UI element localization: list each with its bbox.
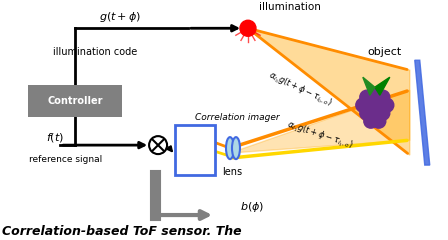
- Circle shape: [360, 106, 374, 120]
- Text: Controller: Controller: [47, 96, 103, 106]
- Circle shape: [368, 106, 382, 120]
- Circle shape: [356, 98, 370, 112]
- Circle shape: [372, 98, 386, 112]
- Text: $b(\phi)$: $b(\phi)$: [240, 200, 264, 214]
- Circle shape: [368, 88, 382, 102]
- Circle shape: [372, 114, 386, 128]
- Polygon shape: [375, 77, 390, 95]
- Text: object: object: [368, 47, 402, 57]
- Text: reference signal: reference signal: [29, 155, 102, 164]
- Text: $\alpha_{l_1}g(t+\phi-\tau_{l_1,o})$: $\alpha_{l_1}g(t+\phi-\tau_{l_1,o})$: [285, 119, 355, 153]
- Circle shape: [149, 136, 167, 154]
- Text: illumination code: illumination code: [53, 47, 137, 57]
- Circle shape: [376, 106, 390, 120]
- Text: $\alpha_{l_0}g(t+\phi-\tau_{l_0,o})$: $\alpha_{l_0}g(t+\phi-\tau_{l_0,o})$: [266, 68, 334, 110]
- Circle shape: [380, 98, 394, 112]
- Circle shape: [364, 114, 378, 128]
- Ellipse shape: [226, 137, 234, 159]
- Polygon shape: [363, 77, 375, 95]
- Polygon shape: [415, 60, 430, 165]
- Text: $f(t)$: $f(t)$: [46, 131, 64, 144]
- Text: Correlation imager: Correlation imager: [195, 113, 280, 122]
- Circle shape: [364, 98, 378, 112]
- FancyBboxPatch shape: [28, 85, 122, 117]
- Polygon shape: [248, 28, 410, 155]
- FancyBboxPatch shape: [175, 125, 215, 175]
- Text: illumination: illumination: [259, 2, 321, 12]
- Polygon shape: [230, 90, 410, 153]
- Text: lens: lens: [222, 167, 242, 177]
- Circle shape: [376, 90, 390, 104]
- Ellipse shape: [232, 137, 240, 159]
- Circle shape: [240, 20, 256, 36]
- Circle shape: [360, 90, 374, 104]
- Text: $g(t+\phi)$: $g(t+\phi)$: [99, 10, 141, 24]
- Text: Correlation-based ToF sensor. The: Correlation-based ToF sensor. The: [2, 225, 242, 238]
